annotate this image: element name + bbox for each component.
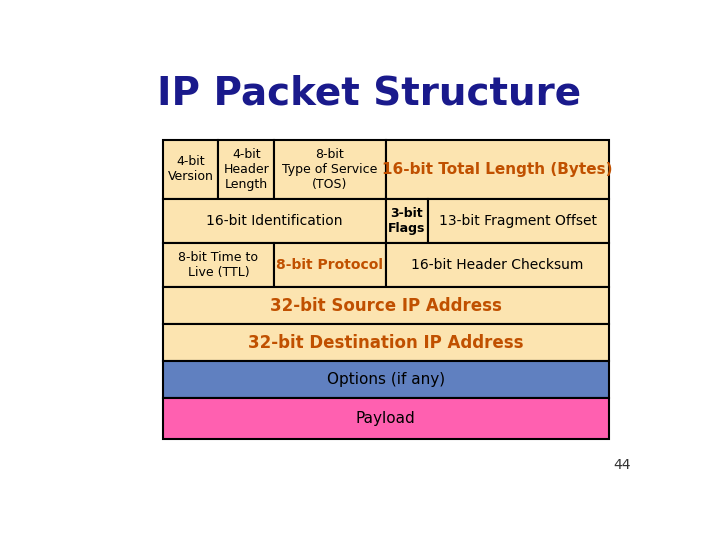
Text: Payload: Payload bbox=[356, 411, 415, 426]
Text: 16-bit Identification: 16-bit Identification bbox=[206, 214, 343, 228]
Text: IP Packet Structure: IP Packet Structure bbox=[157, 75, 581, 113]
Text: 16-bit Header Checksum: 16-bit Header Checksum bbox=[411, 258, 583, 272]
Bar bbox=[163, 325, 609, 361]
Bar bbox=[163, 199, 386, 243]
Text: 44: 44 bbox=[613, 458, 631, 472]
Text: 4-bit
Version: 4-bit Version bbox=[168, 155, 213, 183]
Text: 8-bit Time to
Live (TTL): 8-bit Time to Live (TTL) bbox=[179, 251, 258, 279]
Bar bbox=[163, 287, 609, 325]
Text: 32-bit Source IP Address: 32-bit Source IP Address bbox=[270, 297, 502, 315]
Text: 8-bit
Type of Service
(TOS): 8-bit Type of Service (TOS) bbox=[282, 148, 377, 191]
Bar bbox=[386, 140, 609, 199]
Text: Options (if any): Options (if any) bbox=[327, 373, 445, 387]
Text: 16-bit Total Length (Bytes): 16-bit Total Length (Bytes) bbox=[382, 161, 613, 177]
Bar bbox=[163, 361, 609, 399]
Bar bbox=[386, 199, 428, 243]
Bar bbox=[163, 243, 274, 287]
Bar bbox=[163, 140, 218, 199]
Bar bbox=[218, 140, 274, 199]
Bar bbox=[274, 140, 386, 199]
Bar bbox=[274, 243, 386, 287]
Text: 4-bit
Header
Length: 4-bit Header Length bbox=[223, 148, 269, 191]
Text: 32-bit Destination IP Address: 32-bit Destination IP Address bbox=[248, 334, 523, 352]
Bar bbox=[386, 243, 609, 287]
Text: 8-bit Protocol: 8-bit Protocol bbox=[276, 258, 384, 272]
Text: 13-bit Fragment Offset: 13-bit Fragment Offset bbox=[439, 214, 598, 228]
Bar bbox=[163, 399, 609, 439]
Text: 3-bit
Flags: 3-bit Flags bbox=[388, 207, 426, 235]
Bar bbox=[428, 199, 609, 243]
